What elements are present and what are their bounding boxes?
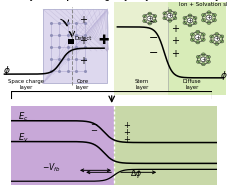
Text: +: +	[214, 36, 218, 41]
Text: +: +	[195, 35, 199, 40]
Circle shape	[167, 19, 171, 22]
Bar	[11, 106, 114, 185]
Text: +: +	[122, 135, 129, 144]
Circle shape	[147, 12, 151, 15]
Bar	[43, 9, 107, 83]
Circle shape	[192, 21, 196, 24]
Circle shape	[214, 33, 218, 36]
Text: $\phi$: $\phi$	[219, 69, 227, 82]
Text: −: −	[90, 127, 96, 136]
Bar	[68, 39, 74, 44]
Text: +: +	[147, 16, 151, 21]
Text: +: +	[171, 36, 179, 46]
Text: $\Delta\phi$: $\Delta\phi$	[130, 167, 142, 180]
Bar	[114, 2, 167, 94]
Text: $E_c$: $E_c$	[17, 111, 28, 123]
Text: +: +	[167, 13, 171, 18]
Text: +: +	[78, 56, 86, 66]
Text: −: −	[148, 17, 157, 27]
Circle shape	[195, 41, 199, 44]
Text: Diffuse
layer: Diffuse layer	[182, 79, 201, 90]
Circle shape	[195, 30, 199, 34]
Circle shape	[182, 16, 186, 19]
Circle shape	[187, 24, 191, 27]
Circle shape	[201, 63, 204, 66]
Text: Core layer and space charge layer: Core layer and space charge layer	[2, 0, 137, 1]
Text: +: +	[122, 128, 129, 137]
Circle shape	[182, 21, 186, 24]
Circle shape	[206, 60, 210, 63]
Text: −: −	[148, 48, 157, 58]
Text: Stern layer and diffuse layer: Stern layer and diffuse layer	[114, 0, 227, 1]
Circle shape	[146, 16, 152, 21]
Circle shape	[211, 13, 215, 17]
Bar	[114, 106, 216, 185]
Circle shape	[190, 38, 194, 41]
Text: −: −	[90, 120, 96, 129]
Circle shape	[206, 11, 210, 14]
Circle shape	[209, 40, 213, 43]
Circle shape	[142, 19, 146, 22]
Circle shape	[211, 19, 215, 22]
Text: $-V_{fb}$: $-V_{fb}$	[42, 161, 61, 174]
Circle shape	[187, 14, 191, 17]
Circle shape	[205, 15, 211, 20]
Text: $\phi$: $\phi$	[3, 64, 11, 77]
Circle shape	[152, 15, 156, 18]
Text: ✚: ✚	[98, 34, 109, 46]
Circle shape	[186, 18, 192, 23]
Circle shape	[200, 33, 204, 36]
Circle shape	[213, 37, 219, 41]
Circle shape	[162, 12, 166, 15]
Circle shape	[172, 17, 176, 20]
Circle shape	[195, 55, 199, 58]
Text: +: +	[171, 23, 179, 33]
Text: $E_v$: $E_v$	[17, 132, 28, 144]
Circle shape	[167, 9, 171, 12]
Text: −: −	[148, 33, 157, 43]
Circle shape	[152, 19, 156, 22]
Circle shape	[142, 15, 146, 18]
Circle shape	[201, 13, 205, 17]
Circle shape	[219, 40, 223, 43]
Bar	[167, 2, 225, 94]
Text: Space charge
layer: Space charge layer	[8, 79, 44, 90]
Text: Stern
layer: Stern layer	[134, 79, 148, 90]
Circle shape	[206, 55, 210, 58]
Circle shape	[195, 60, 199, 63]
Text: +: +	[78, 36, 86, 46]
Circle shape	[214, 42, 218, 45]
Circle shape	[162, 17, 166, 20]
Circle shape	[201, 19, 205, 22]
Circle shape	[200, 38, 204, 41]
Text: Ion + Solvation shell: Ion + Solvation shell	[178, 2, 227, 7]
Text: +: +	[187, 18, 191, 23]
Text: +: +	[171, 49, 179, 59]
Text: Core
layer: Core layer	[76, 79, 89, 90]
Circle shape	[190, 33, 194, 36]
Circle shape	[206, 21, 210, 24]
Circle shape	[172, 12, 176, 15]
Circle shape	[147, 22, 151, 25]
Text: +: +	[122, 121, 129, 130]
Text: +: +	[78, 15, 86, 25]
Text: +: +	[200, 57, 205, 62]
Circle shape	[166, 13, 172, 18]
Circle shape	[192, 16, 196, 19]
Circle shape	[209, 35, 213, 38]
Circle shape	[194, 35, 200, 40]
Circle shape	[219, 35, 223, 38]
Circle shape	[201, 53, 204, 56]
Text: +: +	[206, 15, 210, 20]
Circle shape	[200, 57, 205, 62]
Text: Defect: Defect	[74, 36, 91, 41]
